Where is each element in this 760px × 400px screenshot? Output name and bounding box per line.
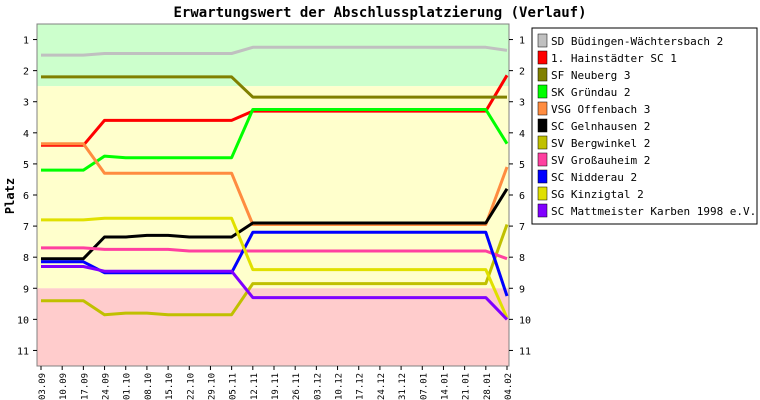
series-line-1 bbox=[41, 74, 509, 147]
legend-box bbox=[531, 27, 758, 225]
y-tick-label-left: 2 bbox=[23, 67, 29, 78]
legend-label: SC Mattmeister Karben 1998 e.V. 1 bbox=[551, 205, 760, 218]
series-line-10 bbox=[41, 265, 509, 321]
legend-swatch bbox=[537, 84, 548, 99]
y-tick-label-right: 11 bbox=[519, 346, 531, 357]
y-tick-label-left: 8 bbox=[23, 253, 29, 264]
y-tick-label-left: 7 bbox=[23, 222, 29, 233]
series-lines bbox=[41, 45, 509, 321]
y-tick-label-left: 1 bbox=[23, 36, 29, 47]
series-line-9 bbox=[41, 216, 509, 319]
y-tick-label-right: 10 bbox=[519, 315, 531, 326]
y-tick-label-right: 1 bbox=[519, 36, 525, 47]
y-tick-label-left: 9 bbox=[23, 284, 29, 295]
series-line-2 bbox=[41, 75, 507, 99]
legend-label: SK Gründau 2 bbox=[551, 86, 630, 99]
legend-swatch bbox=[537, 135, 548, 150]
legend-swatch bbox=[537, 169, 548, 184]
x-tick-label: 12.11 bbox=[250, 373, 260, 400]
y-tick-label-right: 2 bbox=[519, 67, 525, 78]
legend-label: SV Bergwinkel 2 bbox=[551, 137, 650, 150]
x-tick-label: 17.12 bbox=[356, 373, 366, 400]
y-tick-label-right: 5 bbox=[519, 160, 525, 171]
y-axis-label: Platz bbox=[3, 178, 17, 214]
y-tick-label-left: 4 bbox=[23, 129, 29, 140]
series-line-6 bbox=[41, 223, 509, 317]
legend-swatch bbox=[537, 101, 548, 116]
y-tick-label-right: 7 bbox=[519, 222, 525, 233]
series-line-3 bbox=[41, 108, 509, 172]
y-tick-label-left: 6 bbox=[23, 191, 29, 202]
series-line-0 bbox=[41, 45, 508, 57]
x-tick-label: 22.10 bbox=[186, 373, 196, 400]
legend-label: SC Nidderau 2 bbox=[551, 171, 637, 184]
x-tick-label: 21.01 bbox=[462, 373, 472, 400]
legend-label: SG Kinzigtal 2 bbox=[551, 188, 644, 201]
legend-label: SD Büdingen-Wächtersbach 2 bbox=[551, 35, 723, 48]
legend-swatch bbox=[537, 186, 548, 201]
legend-label: 1. Hainstädter SC 1 bbox=[551, 52, 677, 65]
chart-title: Erwartungswert der Abschlussplatzierung … bbox=[173, 5, 586, 21]
x-tick-label: 24.09 bbox=[102, 373, 112, 400]
y-tick-label-right: 4 bbox=[519, 129, 525, 140]
x-tick-label: 15.10 bbox=[165, 373, 175, 400]
y-tick-label-left: 11 bbox=[17, 346, 29, 357]
x-tick-label: 05.11 bbox=[229, 373, 239, 400]
band-2 bbox=[37, 288, 509, 366]
series-line-5 bbox=[41, 188, 509, 261]
legend-label: SC Gelnhausen 2 bbox=[551, 120, 650, 133]
x-tick-label: 26.11 bbox=[292, 373, 302, 400]
legend-swatch bbox=[537, 50, 548, 65]
x-tick-label: 04.02 bbox=[504, 373, 514, 400]
x-tick-label: 07.01 bbox=[419, 373, 429, 400]
x-tick-label: 24.12 bbox=[377, 373, 387, 400]
band-1 bbox=[37, 86, 509, 289]
y-tick-label-left: 3 bbox=[23, 98, 29, 109]
legend-label: SV Großauheim 2 bbox=[551, 154, 650, 167]
y-tick-label-left: 10 bbox=[17, 315, 29, 326]
legend-label: VSG Offenbach 3 bbox=[551, 103, 650, 116]
y-tick-label-right: 9 bbox=[519, 284, 525, 295]
x-tick-label: 03.12 bbox=[313, 373, 323, 400]
x-tick-label: 01.10 bbox=[123, 373, 133, 400]
y-tick-label-left: 5 bbox=[23, 160, 29, 171]
y-tick-label-right: 6 bbox=[519, 191, 525, 202]
legend-swatch bbox=[537, 203, 548, 218]
legend: SD Büdingen-Wächtersbach 2 1. Hainstädter… bbox=[531, 27, 760, 225]
x-tick-label: 08.10 bbox=[144, 373, 154, 400]
legend-swatch bbox=[537, 152, 548, 167]
x-tick-label: 14.01 bbox=[440, 373, 450, 400]
x-tick-label: 10.12 bbox=[335, 373, 345, 400]
x-tick-label: 28.01 bbox=[483, 373, 493, 400]
x-tick-label: 31.12 bbox=[398, 373, 408, 400]
legend-swatch bbox=[537, 118, 548, 133]
legend-label: SF Neuberg 3 bbox=[551, 69, 630, 82]
y-tick-label-right: 8 bbox=[519, 253, 525, 264]
series-line-7 bbox=[41, 246, 508, 261]
x-tick-label: 17.09 bbox=[80, 373, 90, 400]
y-tick-label-right: 3 bbox=[519, 98, 525, 109]
x-tick-label: 10.09 bbox=[59, 373, 69, 400]
x-tick-label: 29.10 bbox=[207, 373, 217, 400]
legend-swatch bbox=[537, 33, 548, 48]
legend-swatch bbox=[537, 67, 548, 82]
x-tick-label: 03.09 bbox=[38, 373, 48, 400]
x-tick-label: 19.11 bbox=[271, 373, 281, 400]
